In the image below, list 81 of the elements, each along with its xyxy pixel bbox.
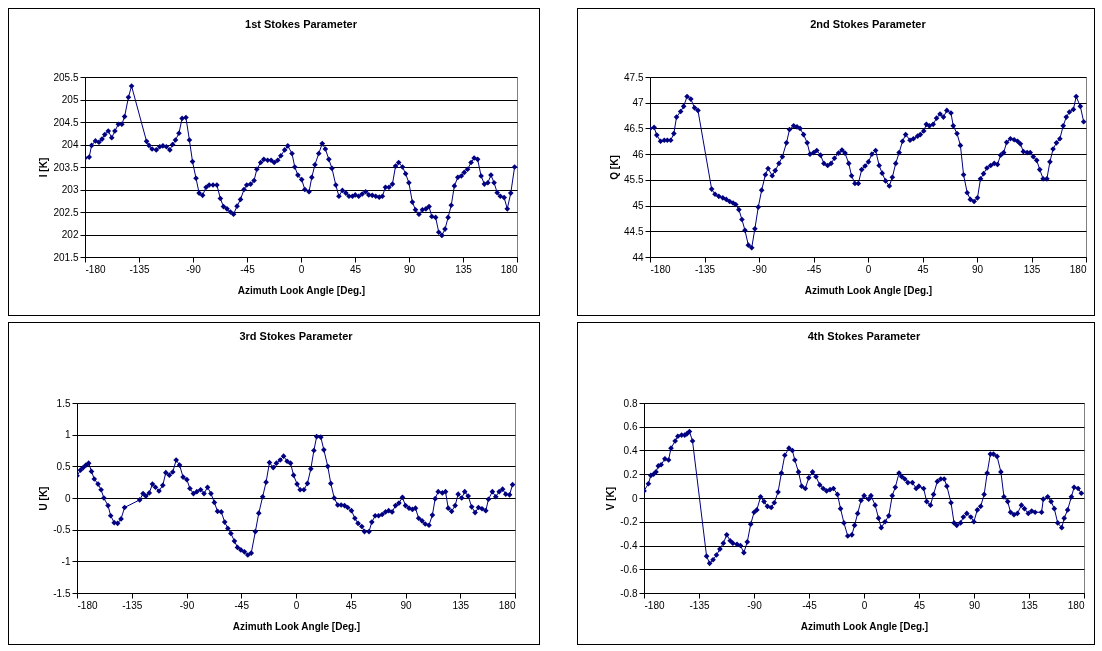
x-tick-label: -180	[77, 599, 98, 611]
y-tick-label: 0.5	[56, 460, 71, 472]
y-tick-label: -0.6	[620, 563, 638, 575]
y-tick-label: -0.5	[53, 524, 71, 536]
x-tick-label: -45	[806, 263, 822, 275]
x-tick-label: 45	[913, 599, 926, 611]
y-tick-label: 46.5	[624, 122, 644, 134]
x-tick-label: 135	[455, 263, 473, 275]
y-tick-label: 0.4	[623, 445, 638, 456]
y-axis-title: U [K]	[38, 486, 50, 511]
y-tick-label: 0	[631, 492, 638, 504]
x-tick-label: 45	[349, 263, 362, 275]
x-tick-label: -135	[694, 263, 716, 275]
x-tick-label: 0	[861, 599, 868, 611]
x-tick-label: -45	[802, 599, 818, 611]
x-tick-label: -135	[122, 599, 143, 611]
y-tick-label: 0.8	[623, 397, 638, 409]
y-axis-title: V [K]	[605, 486, 617, 511]
y-axis-title: Q [K]	[609, 155, 621, 180]
x-tick-label: -90	[186, 263, 202, 275]
y-tick-label: -1	[61, 555, 71, 567]
x-tick-label: 135	[1023, 263, 1041, 275]
y-tick-label: 45	[632, 200, 644, 212]
x-axis-title: Azimuth Look Angle [Deg.]	[800, 620, 929, 632]
x-tick-label: 180	[500, 263, 518, 275]
y-tick-label: 47	[632, 97, 644, 109]
y-tick-label: 1.5	[56, 397, 71, 409]
y-tick-label: 44	[632, 251, 644, 263]
y-tick-label: 44.5	[624, 225, 644, 237]
y-tick-label: -0.2	[620, 516, 638, 528]
x-tick-label: 90	[971, 263, 984, 275]
x-tick-label: 0	[293, 599, 300, 611]
y-tick-label: 202	[61, 229, 79, 240]
x-tick-label: 135	[1021, 599, 1039, 611]
x-tick-label: 135	[452, 599, 470, 611]
chart-title: 3rd Stokes Parameter	[239, 330, 354, 342]
y-tick-label: 0	[64, 492, 71, 504]
x-tick-label: 90	[968, 599, 981, 611]
x-tick-label: 180	[498, 599, 516, 611]
y-tick-label: 204.5	[53, 116, 79, 128]
y-tick-label: 203	[61, 184, 79, 195]
x-axis-title: Azimuth Look Angle [Deg.]	[237, 284, 366, 296]
y-tick-label: 205	[61, 94, 79, 105]
y-tick-label: -1.5	[53, 587, 71, 599]
x-tick-label: -90	[752, 263, 768, 275]
x-tick-label: -180	[650, 263, 671, 275]
x-tick-label: 0	[865, 263, 872, 275]
y-tick-label: 201.5	[53, 251, 79, 263]
x-tick-label: 45	[917, 263, 929, 275]
y-tick-label: 47.5	[624, 71, 644, 83]
y-axis-title: I [K]	[38, 157, 50, 178]
chart-title: 1st Stokes Parameter	[245, 18, 358, 30]
x-tick-label: -45	[240, 263, 256, 275]
y-tick-label: 205.5	[53, 71, 79, 83]
x-tick-label: 90	[400, 599, 412, 611]
x-tick-label: 180	[1067, 599, 1085, 611]
chart-title: 4th Stokes Parameter	[807, 330, 921, 342]
x-tick-label: -90	[747, 599, 763, 611]
y-tick-label: -0.4	[620, 540, 638, 551]
y-tick-label: 1	[64, 429, 71, 441]
x-tick-label: -180	[644, 599, 665, 611]
y-tick-label: -0.8	[620, 587, 638, 599]
x-tick-label: -45	[234, 599, 250, 611]
x-axis-title: Azimuth Look Angle [Deg.]	[804, 284, 933, 296]
x-tick-label: 0	[298, 263, 305, 275]
x-tick-label: -180	[85, 263, 106, 275]
x-tick-label: -135	[129, 263, 150, 275]
x-tick-label: 90	[403, 263, 416, 275]
x-tick-label: -90	[179, 599, 195, 611]
x-tick-label: 180	[1069, 263, 1087, 275]
x-axis-title: Azimuth Look Angle [Deg.]	[232, 620, 361, 632]
y-tick-label: 203.5	[53, 161, 79, 173]
x-tick-label: 45	[345, 599, 358, 611]
y-tick-label: 46	[632, 148, 644, 160]
chart-title: 2nd Stokes Parameter	[810, 18, 927, 30]
y-tick-label: 45.5	[624, 174, 644, 186]
y-tick-label: 0.2	[623, 468, 638, 480]
x-tick-label: -135	[689, 599, 710, 611]
y-tick-label: 202.5	[53, 206, 79, 218]
y-tick-label: 204	[61, 139, 79, 150]
y-tick-label: 0.6	[623, 421, 638, 433]
